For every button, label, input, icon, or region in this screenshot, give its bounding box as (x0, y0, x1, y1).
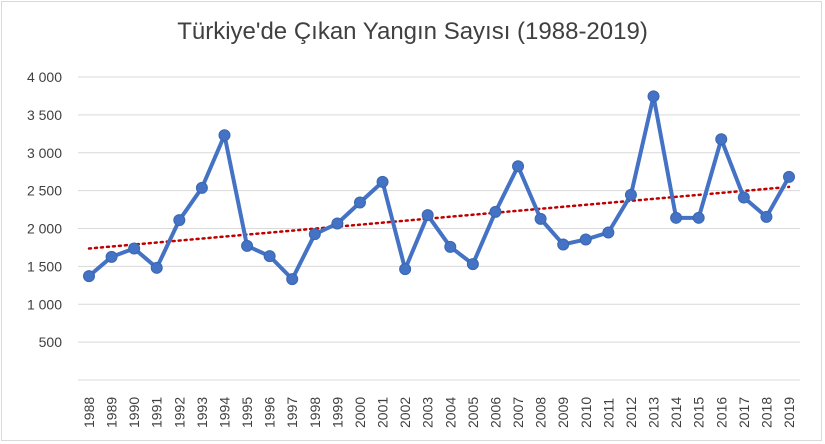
data-point (150, 261, 163, 274)
data-point (173, 214, 186, 227)
data-point (466, 258, 479, 271)
data-point (308, 228, 321, 241)
x-tick-label: 2003 (420, 397, 436, 428)
x-tick-label: 1995 (239, 397, 255, 428)
x-tick-label: 2009 (555, 397, 571, 428)
data-point (331, 217, 344, 230)
x-tick-label: 1991 (149, 397, 165, 428)
data-point (286, 273, 299, 286)
x-tick-label: 2018 (758, 397, 774, 428)
trendline (87, 185, 791, 250)
data-point (105, 250, 118, 263)
data-point (783, 170, 795, 183)
data-point (241, 239, 254, 252)
y-tick-label: 500 (39, 334, 63, 350)
data-point (737, 191, 750, 204)
data-point (263, 250, 276, 263)
y-tick-label: 2 000 (27, 221, 62, 237)
data-point (670, 211, 683, 224)
y-tick-label: 1 500 (27, 258, 62, 274)
x-tick-label: 2001 (375, 397, 391, 428)
x-tick-label: 1990 (126, 397, 142, 428)
y-tick-label: 2 500 (27, 183, 62, 199)
y-tick-label: 1 000 (27, 296, 62, 312)
data-point (624, 188, 637, 201)
data-point (557, 238, 570, 251)
data-point (489, 205, 502, 218)
data-point (376, 175, 389, 188)
data-point (421, 209, 434, 222)
x-tick-label: 1993 (194, 397, 210, 428)
data-point (83, 270, 95, 283)
data-point (399, 263, 412, 276)
data-point (128, 242, 141, 255)
data-point (512, 160, 525, 173)
data-point (353, 196, 366, 209)
x-tick-label: 2016 (713, 397, 729, 428)
data-point (715, 133, 728, 146)
x-tick-label: 2013 (646, 397, 662, 428)
data-point (444, 240, 457, 253)
x-tick-label: 2010 (578, 397, 594, 428)
data-point (760, 210, 773, 223)
x-tick-label: 1994 (216, 397, 232, 428)
x-tick-label: 2019 (781, 397, 797, 428)
x-tick-label: 2006 (487, 397, 503, 428)
data-point (579, 233, 592, 246)
data-point (602, 226, 615, 239)
series-line (87, 94, 791, 282)
x-tick-label: 1997 (284, 397, 300, 428)
x-tick-label: 1988 (81, 397, 97, 428)
x-tick-label: 1992 (171, 397, 187, 428)
x-tick-label: 2005 (465, 397, 481, 428)
data-point (692, 211, 705, 224)
y-tick-label: 4 000 (27, 69, 62, 85)
x-tick-label: 1996 (262, 397, 278, 428)
x-tick-label: 2014 (668, 397, 684, 428)
x-tick-label: 1998 (307, 397, 323, 428)
x-tick-label: 1989 (104, 397, 120, 428)
x-tick-label: 2007 (510, 397, 526, 428)
x-tick-label: 2008 (533, 397, 549, 428)
data-point (218, 129, 231, 142)
data-point (195, 181, 208, 194)
x-tick-label: 2012 (623, 397, 639, 428)
y-tick-label: 3 500 (27, 107, 62, 123)
x-tick-label: 2011 (600, 398, 616, 428)
x-tick-label: 2015 (691, 397, 707, 428)
x-tick-label: 2017 (736, 397, 752, 428)
x-tick-label: 2002 (397, 397, 413, 428)
x-tick-label: 2004 (442, 397, 458, 428)
chart-title: Türkiye'de Çıkan Yangın Sayısı (1988-201… (177, 18, 648, 45)
x-tick-label: 2000 (352, 397, 368, 428)
data-point (534, 212, 547, 225)
x-tick-label: 1999 (329, 397, 345, 428)
data-point (647, 90, 660, 103)
y-tick-label: 3 000 (27, 145, 62, 161)
